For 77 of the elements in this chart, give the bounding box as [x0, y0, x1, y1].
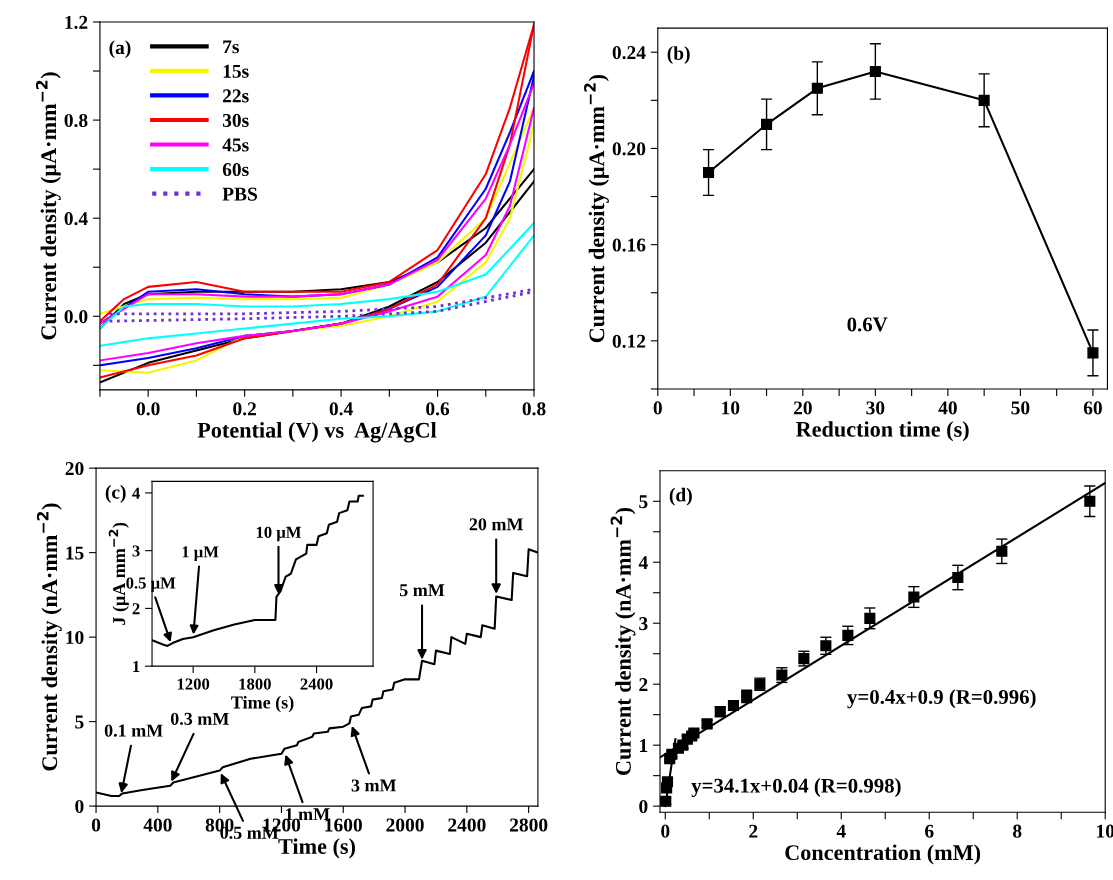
x-axis-title: Reduction time (s) [795, 421, 969, 442]
legend-label: 60s [222, 162, 249, 177]
y-tick-label: 0.12 [612, 334, 646, 348]
x-tick-label: 4 [836, 824, 846, 838]
y-tick-label: 4 [132, 487, 140, 499]
annotation: 0.3 mM [170, 712, 229, 725]
y-tick-label: 10 [66, 630, 84, 645]
x-axis-title: Time (s) [278, 838, 355, 859]
y-tick-label: 0.16 [612, 238, 646, 252]
annotation: (b) [667, 46, 690, 64]
y-axis-title: Current density (μA·mm$^{−2}$) [584, 74, 609, 343]
x-tick-label: 6 [925, 824, 934, 838]
x-tick-label: 0.4 [329, 402, 353, 416]
annotation: (a) [109, 40, 131, 59]
x-tick-label: 40 [938, 401, 957, 415]
x-tick-label: 20 [793, 401, 812, 415]
x-tick-label: 2800 [510, 818, 548, 832]
x-tick-label: 0 [661, 824, 670, 838]
x-tick-label: 2400 [448, 818, 486, 832]
legend-label: 30s [222, 113, 249, 127]
y-tick-label: 1.2 [65, 15, 88, 30]
legend-label: 45s [222, 138, 249, 152]
x-tick-label: 0 [91, 818, 101, 832]
x-tick-label: 30 [866, 401, 885, 415]
annotation: 0.6V [847, 317, 888, 332]
x-tick-label: 0.6 [426, 402, 450, 416]
x-tick-label: 1200 [177, 678, 210, 690]
x-axis-title: Time (s) [231, 695, 294, 713]
annotation: y=0.4x+0.9 (R=0.996) [847, 689, 1036, 709]
x-tick-label: 1600 [325, 818, 362, 832]
y-tick-label: 4 [638, 556, 648, 569]
y-tick-label: 0.0 [64, 310, 88, 324]
x-tick-label: 400 [143, 818, 172, 832]
x-tick-label: 0.2 [233, 402, 256, 416]
y-axis-title: Current density (nA·mm$^{−2}$) [36, 503, 62, 771]
legend-label: 15s [223, 64, 249, 78]
annotation: 10 μM [256, 526, 302, 542]
x-axis-title: Concentration (mM) [785, 844, 981, 865]
x-tick-label: 1800 [239, 678, 271, 690]
y-tick-label: 0.4 [64, 212, 88, 226]
y-tick-label: 15 [66, 546, 84, 560]
annotation: (c) [105, 485, 126, 503]
x-tick-label: 2 [749, 824, 758, 838]
legend-label: PBS [222, 187, 258, 201]
annotation: 3 mM [351, 779, 397, 792]
y-tick-label: 3 [132, 545, 140, 557]
y-tick-label: 2 [132, 603, 140, 615]
y-tick-label: 0.20 [612, 142, 646, 156]
annotation: 1 μM [182, 546, 219, 561]
y-tick-label: 20 [65, 461, 84, 476]
annotation: 5 mM [399, 584, 445, 597]
y-axis-title: Current density (μA·mm$^{−2}$) [35, 72, 61, 340]
y-tick-label: 1 [640, 739, 648, 752]
x-tick-label: 10 [722, 401, 740, 415]
y-tick-label: 0.8 [64, 113, 88, 128]
x-tick-label: 8 [1013, 824, 1022, 838]
legend-label: 22s [222, 89, 249, 103]
annotation: 0.1 mM [104, 724, 163, 737]
x-tick-label: 60 [1083, 401, 1102, 415]
x-tick-label: 0 [653, 401, 662, 415]
y-tick-label: 5 [75, 715, 84, 729]
y-tick-label: 5 [639, 495, 648, 509]
x-axis-title: Potential (V) vs Ag/AgCl [197, 422, 437, 443]
y-tick-label: 0.24 [612, 46, 646, 60]
annotation: 20 mM [469, 518, 523, 531]
y-tick-label: 0 [75, 799, 84, 814]
x-tick-label: 2400 [300, 678, 333, 690]
annotation: (d) [669, 487, 692, 506]
x-tick-label: 2000 [386, 818, 424, 832]
x-tick-label: 0.8 [522, 402, 546, 416]
y-tick-label: 3 [639, 617, 648, 631]
legend-label: 7s [223, 40, 239, 54]
annotation: y=34.1x+0.04 (R=0.998) [691, 778, 901, 798]
y-tick-label: 1 [133, 660, 140, 672]
y-tick-label: 0 [639, 799, 648, 814]
x-tick-label: 50 [1011, 401, 1030, 415]
y-axis-title: Current density (nA·mm$^{−2}$) [610, 507, 636, 775]
